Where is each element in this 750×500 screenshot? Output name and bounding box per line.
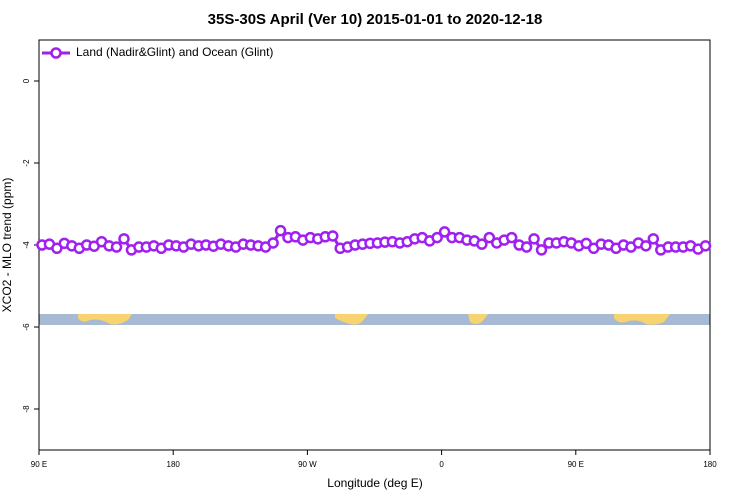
data-point xyxy=(520,241,533,253)
data-point xyxy=(528,233,540,245)
y-tick-label: -8 xyxy=(22,405,31,413)
data-point xyxy=(118,233,130,245)
data-point xyxy=(110,241,123,253)
legend-marker xyxy=(50,47,62,59)
data-point xyxy=(431,231,443,244)
map-strip xyxy=(39,314,710,325)
data-point xyxy=(326,230,339,242)
data-point xyxy=(476,238,488,250)
x-tick-label: 180 xyxy=(703,460,717,469)
data-point xyxy=(647,233,660,245)
x-axis-label: Longitude (deg E) xyxy=(327,476,422,490)
data-point xyxy=(274,224,287,237)
data-point xyxy=(267,237,279,249)
x-tick-label: 0 xyxy=(439,460,444,469)
data-point xyxy=(535,244,548,256)
data-point xyxy=(483,231,496,244)
y-axis-label: XCO2 - MLO trend (ppm) xyxy=(0,178,14,313)
data-point xyxy=(438,226,451,238)
chart-title: 35S-30S April (Ver 10) 2015-01-01 to 202… xyxy=(208,11,543,28)
data-point xyxy=(640,240,652,252)
x-tick-label: 90 E xyxy=(568,460,584,469)
y-tick-label: -2 xyxy=(22,159,31,167)
x-tick-label: 90 E xyxy=(31,460,47,469)
data-point xyxy=(505,231,518,244)
legend: Land (Nadir&Glint) and Ocean (Glint) xyxy=(42,45,273,59)
x-tick-label: 180 xyxy=(167,460,181,469)
y-tick-label: -6 xyxy=(22,323,31,331)
y-tick-label: -4 xyxy=(22,241,31,249)
data-point xyxy=(699,240,712,252)
legend-label: Land (Nadir&Glint) and Ocean (Glint) xyxy=(76,45,273,59)
x-tick-label: 90 W xyxy=(298,460,317,469)
y-tick-label: 0 xyxy=(22,78,31,83)
